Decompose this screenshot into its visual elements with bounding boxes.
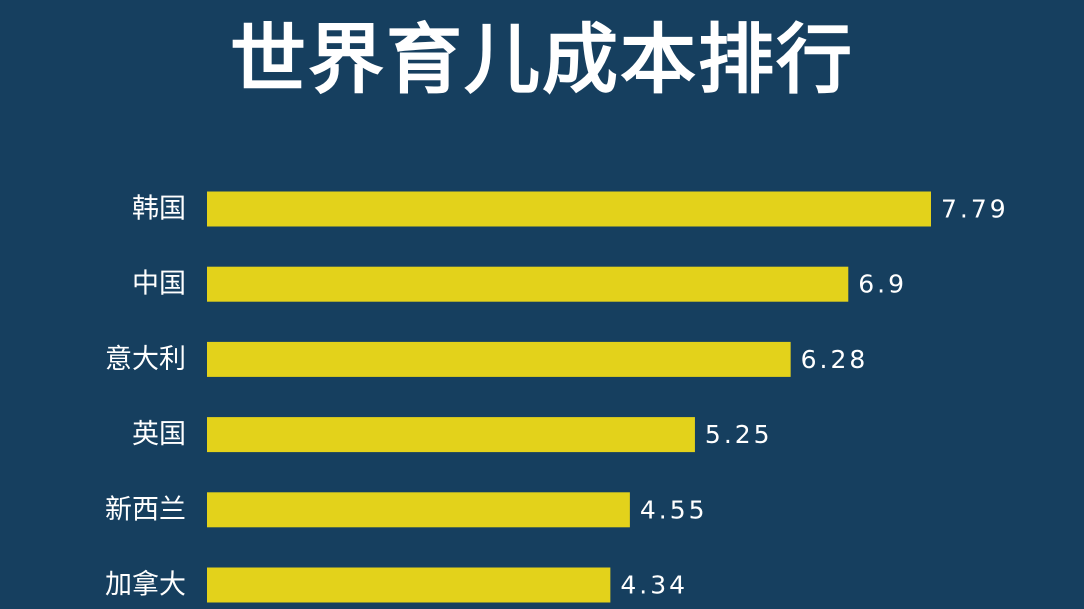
value-label: 6.9 <box>858 270 907 299</box>
bar-0 <box>207 191 931 227</box>
category-label: 韩国 <box>132 194 186 225</box>
value-label: 4.55 <box>640 495 708 524</box>
bar-5 <box>207 567 611 603</box>
bar-3 <box>207 417 695 453</box>
value-label: 5.25 <box>705 420 773 449</box>
bar-2 <box>207 341 791 377</box>
bar-4 <box>207 492 630 528</box>
value-label: 4.34 <box>620 571 688 600</box>
bar-1 <box>207 266 849 302</box>
category-label: 新西兰 <box>105 494 186 525</box>
category-label: 中国 <box>132 269 186 300</box>
value-label: 6.28 <box>801 345 869 374</box>
category-label: 加拿大 <box>105 570 186 601</box>
value-label: 7.79 <box>941 195 1009 224</box>
category-label: 英国 <box>132 419 186 450</box>
category-label: 意大利 <box>105 344 186 375</box>
chart-title: 世界育儿成本排行 <box>230 15 854 104</box>
